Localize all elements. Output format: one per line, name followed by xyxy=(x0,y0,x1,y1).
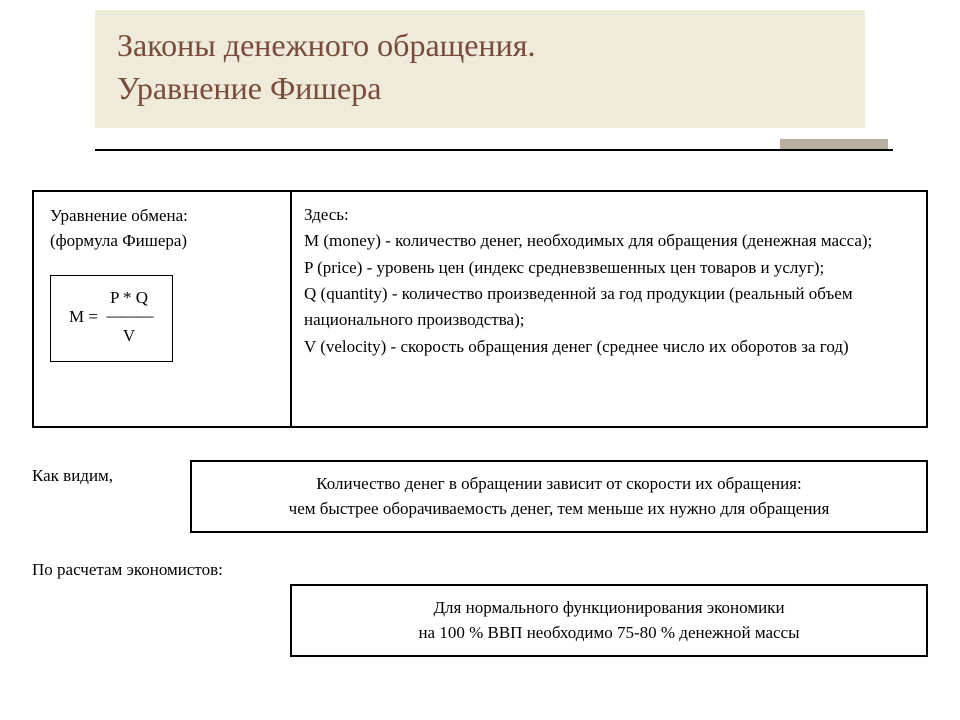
legend-v: V (velocity) - скорость обращения денег … xyxy=(304,334,910,360)
lead-text-1: Как видим, xyxy=(32,466,113,486)
slide-title: Законы денежного обращения. Уравнение Фи… xyxy=(117,24,843,110)
legend-cell: Здесь: M (money) - количество денег, нео… xyxy=(292,192,926,426)
legend-heading: Здесь: xyxy=(304,202,910,228)
title-line-1: Законы денежного обращения. xyxy=(117,27,535,63)
callout-velocity-line1: Количество денег в обращении зависит от … xyxy=(210,472,908,497)
callout-gdp-line1: Для нормального функционирования экономи… xyxy=(310,596,908,621)
formula-lhs: M = xyxy=(69,305,98,330)
formula-fraction: P * Q ——— V xyxy=(104,286,154,348)
header-shade-decoration xyxy=(780,139,888,149)
header-underline xyxy=(95,149,893,151)
fisher-formula-label: (формула Фишера) xyxy=(50,229,274,254)
title-line-2: Уравнение Фишера xyxy=(117,70,381,106)
legend-q: Q (quantity) - количество произведенной … xyxy=(304,281,910,334)
formula-denominator: V xyxy=(117,318,141,349)
callout-gdp: Для нормального функционирования экономи… xyxy=(290,584,928,657)
legend-p: P (price) - уровень цен (индекс средневз… xyxy=(304,255,910,281)
slide-header: Законы денежного обращения. Уравнение Фи… xyxy=(95,10,865,128)
fisher-formula: M = P * Q ——— V xyxy=(69,286,154,348)
callout-velocity: Количество денег в обращении зависит от … xyxy=(190,460,928,533)
exchange-equation-label: Уравнение обмена: xyxy=(50,204,274,229)
formula-frame: M = P * Q ——— V xyxy=(50,275,173,361)
definition-box: Уравнение обмена: (формула Фишера) M = P… xyxy=(32,190,928,428)
callout-velocity-line2: чем быстрее оборачиваемость денег, тем м… xyxy=(210,497,908,522)
legend-m: M (money) - количество денег, необходимы… xyxy=(304,228,910,254)
callout-gdp-line2: на 100 % ВВП необходимо 75-80 % денежной… xyxy=(310,621,908,646)
lead-text-2: По расчетам экономистов: xyxy=(32,560,223,580)
formula-cell: Уравнение обмена: (формула Фишера) M = P… xyxy=(34,192,292,426)
